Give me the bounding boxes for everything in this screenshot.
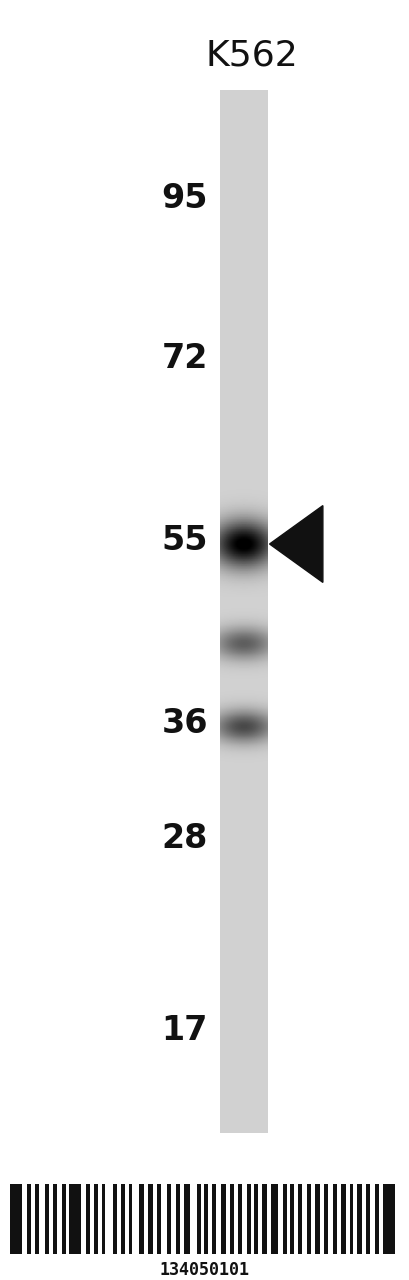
Text: 55: 55	[161, 524, 207, 557]
Bar	[101, 1184, 105, 1254]
Bar	[297, 1184, 301, 1254]
Bar	[156, 1184, 160, 1254]
Bar	[349, 1184, 353, 1254]
Bar	[52, 1184, 56, 1254]
Bar	[10, 1184, 22, 1254]
Bar	[196, 1184, 200, 1254]
Bar	[204, 1184, 208, 1254]
Bar	[139, 1184, 144, 1254]
Text: 36: 36	[161, 707, 207, 740]
Bar	[147, 1184, 153, 1254]
Bar	[128, 1184, 132, 1254]
Text: 95: 95	[161, 182, 207, 215]
Bar	[237, 1184, 241, 1254]
Bar	[262, 1184, 267, 1254]
Bar	[183, 1184, 190, 1254]
Bar	[35, 1184, 38, 1254]
Bar	[229, 1184, 234, 1254]
Bar	[290, 1184, 294, 1254]
Bar	[374, 1184, 378, 1254]
Bar	[220, 1184, 226, 1254]
Bar	[382, 1184, 393, 1254]
Bar	[270, 1184, 277, 1254]
Bar	[45, 1184, 49, 1254]
Bar	[254, 1184, 258, 1254]
Bar	[220, 90, 267, 1133]
Text: 17: 17	[161, 1014, 207, 1047]
Text: 72: 72	[161, 342, 207, 375]
Bar	[365, 1184, 369, 1254]
Bar	[332, 1184, 336, 1254]
Bar	[340, 1184, 345, 1254]
Bar	[246, 1184, 250, 1254]
Bar	[282, 1184, 286, 1254]
Bar	[69, 1184, 81, 1254]
Bar	[86, 1184, 90, 1254]
Text: 28: 28	[161, 822, 207, 855]
Bar	[211, 1184, 216, 1254]
Bar	[167, 1184, 171, 1254]
Polygon shape	[269, 506, 322, 582]
Bar	[61, 1184, 65, 1254]
Bar	[113, 1184, 117, 1254]
Bar	[27, 1184, 31, 1254]
Text: K562: K562	[205, 38, 298, 73]
Bar	[323, 1184, 327, 1254]
Bar	[306, 1184, 310, 1254]
Bar	[121, 1184, 124, 1254]
Bar	[175, 1184, 180, 1254]
Bar	[357, 1184, 362, 1254]
Text: 134050101: 134050101	[160, 1261, 249, 1279]
Bar	[94, 1184, 97, 1254]
Bar	[314, 1184, 319, 1254]
